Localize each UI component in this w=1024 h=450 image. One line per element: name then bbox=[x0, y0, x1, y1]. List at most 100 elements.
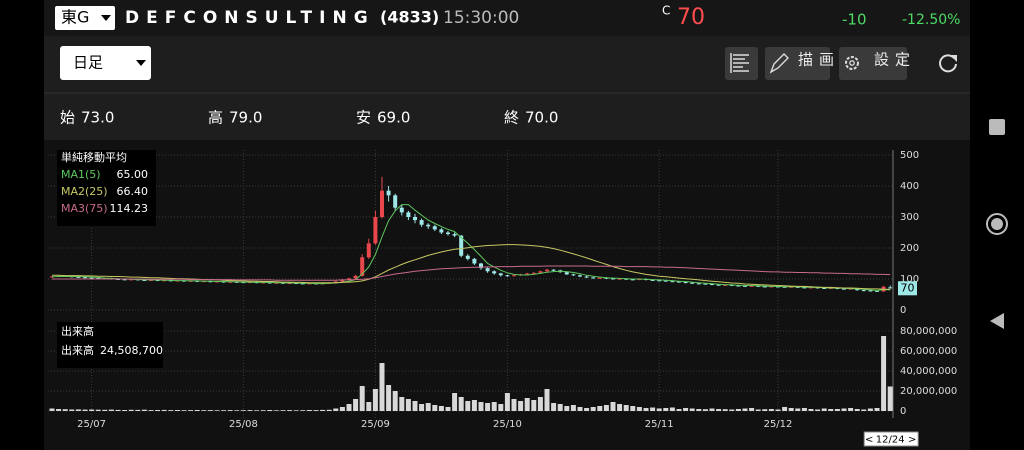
settings-button[interactable]: 設定 bbox=[839, 47, 916, 80]
summary-value: 69.0 bbox=[377, 109, 410, 127]
date-box bbox=[863, 431, 919, 447]
nav-recent[interactable] bbox=[989, 119, 1005, 135]
candle-body bbox=[597, 277, 602, 279]
nav-home[interactable] bbox=[986, 213, 1008, 235]
period-box[interactable] bbox=[60, 46, 151, 80]
candle-body bbox=[340, 279, 345, 282]
volume-bar bbox=[636, 407, 642, 411]
volume-bar bbox=[425, 403, 431, 411]
volume-bar bbox=[155, 410, 161, 411]
period-select[interactable]: 日足 bbox=[60, 46, 151, 80]
volume-bar bbox=[643, 408, 649, 411]
volume-bar bbox=[181, 410, 187, 411]
volume-bar bbox=[128, 409, 134, 411]
refresh-button[interactable] bbox=[939, 54, 957, 73]
volume-bar bbox=[306, 410, 312, 411]
candle-body bbox=[848, 288, 853, 290]
period[interactable]: 日足 bbox=[73, 54, 103, 72]
candle-body bbox=[294, 283, 299, 285]
volume-bar bbox=[848, 408, 854, 411]
summary-value: 73.0 bbox=[81, 109, 114, 127]
volume-bar bbox=[280, 410, 286, 411]
candle-body bbox=[756, 285, 761, 287]
volume-bar bbox=[379, 363, 385, 411]
candle-body bbox=[287, 283, 292, 285]
volume-bar bbox=[663, 408, 669, 411]
volume-bar bbox=[148, 410, 154, 411]
button-bg[interactable] bbox=[765, 47, 830, 80]
candle-body bbox=[591, 277, 596, 279]
nav-home-dot bbox=[991, 218, 1003, 230]
candle-body bbox=[439, 229, 444, 233]
candle-body bbox=[683, 282, 688, 284]
volume-bar bbox=[247, 410, 253, 411]
candle-body bbox=[446, 232, 450, 235]
summary-value: 70.0 bbox=[525, 109, 558, 127]
market-box[interactable] bbox=[55, 6, 115, 30]
list-button[interactable] bbox=[725, 47, 758, 80]
volume-bar bbox=[861, 409, 867, 411]
volume-bar bbox=[267, 410, 273, 411]
volume-bar bbox=[108, 409, 114, 411]
x-tick-label: 25/11 bbox=[645, 419, 674, 430]
candle-body bbox=[89, 277, 94, 279]
volume-bar bbox=[194, 410, 200, 411]
summary-label: 始 bbox=[60, 109, 75, 127]
draw-label[interactable]: 描画 bbox=[798, 51, 840, 69]
market-select[interactable]: 東G bbox=[55, 6, 115, 30]
volume-bar bbox=[854, 409, 860, 411]
button-bg[interactable] bbox=[839, 47, 907, 80]
candle-body bbox=[512, 275, 516, 277]
volume-bar bbox=[445, 407, 451, 411]
candle-body bbox=[538, 271, 543, 273]
legend-value: 65.00 bbox=[117, 168, 149, 181]
candle-body bbox=[347, 278, 351, 280]
volume-bar bbox=[260, 410, 266, 411]
y-tick-label: 80,000,000 bbox=[900, 326, 957, 337]
volume-bar bbox=[544, 389, 550, 411]
candle-body bbox=[413, 217, 417, 221]
code: (4833) bbox=[380, 8, 439, 27]
candle-body bbox=[716, 284, 721, 286]
volume-bar bbox=[584, 408, 590, 411]
legend-label: MA1(5) bbox=[61, 168, 101, 181]
volume-bar bbox=[392, 391, 398, 411]
volume-bar bbox=[491, 402, 497, 411]
candle-body bbox=[650, 279, 655, 281]
volume-bar bbox=[287, 410, 293, 411]
volume-bar bbox=[603, 405, 609, 411]
volume-bar bbox=[122, 410, 128, 411]
volume-bar bbox=[188, 410, 194, 411]
market[interactable]: 東G bbox=[61, 8, 89, 27]
volume-bar bbox=[471, 400, 477, 411]
volume-bar bbox=[49, 408, 55, 411]
volume-bar bbox=[438, 406, 444, 411]
company: DEFCONSULTING bbox=[125, 8, 375, 28]
candle-body bbox=[479, 263, 483, 269]
ma-line bbox=[52, 265, 891, 281]
volume-bar bbox=[656, 408, 662, 411]
legend-value: 66.40 bbox=[117, 185, 149, 198]
candle-body bbox=[380, 190, 384, 217]
candle-body bbox=[419, 220, 424, 225]
volume-bar bbox=[537, 397, 543, 411]
volume-bar bbox=[75, 409, 81, 411]
candle-body bbox=[861, 290, 866, 292]
volume-bar bbox=[617, 404, 623, 411]
x-tick-label: 25/07 bbox=[77, 419, 106, 430]
refresh-icon[interactable] bbox=[939, 54, 957, 73]
nav-back[interactable] bbox=[990, 313, 1004, 329]
draw-button[interactable]: 描画 bbox=[765, 47, 840, 80]
candle-body bbox=[525, 273, 530, 275]
list-icon bbox=[730, 53, 749, 73]
top-bar bbox=[44, 0, 970, 36]
volume-bar bbox=[214, 410, 220, 411]
legend: MA1(5) 65.00 MA2(25) 66.40 MA3(75) 114.23 70 bbox=[61, 168, 917, 296]
volume-bar bbox=[498, 404, 504, 411]
settings-label[interactable]: 設定 bbox=[874, 51, 916, 69]
volume-bar bbox=[795, 408, 801, 411]
candle-body bbox=[696, 283, 701, 285]
candle-body bbox=[399, 207, 404, 213]
candle-body bbox=[300, 283, 305, 285]
volume-bar bbox=[610, 402, 616, 411]
